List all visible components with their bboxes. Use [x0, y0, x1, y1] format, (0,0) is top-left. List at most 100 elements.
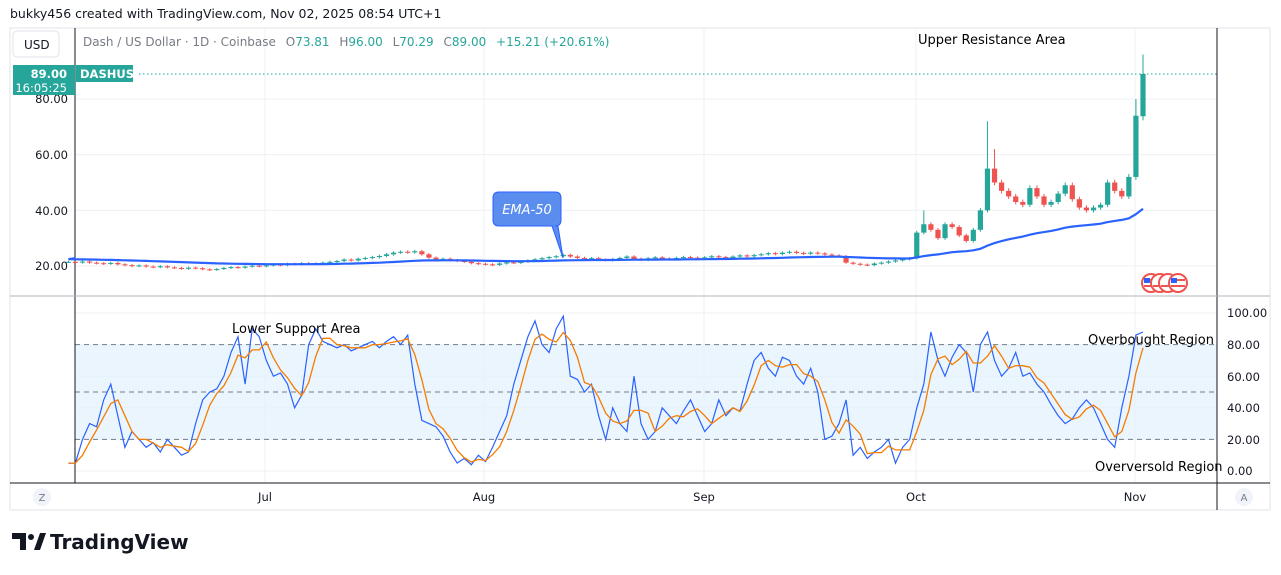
upper-resistance-annotation: Upper Resistance Area: [918, 33, 1066, 48]
candle-body: [256, 265, 262, 267]
svg-text:89.00: 89.00: [31, 67, 67, 81]
timezone-button[interactable]: Z: [33, 488, 51, 506]
ohlc-legend: Dash / US Dollar · 1D · Coinbase O73.81 …: [83, 35, 609, 49]
candle-body: [977, 210, 983, 230]
candle-body: [263, 265, 269, 267]
candle-body: [801, 252, 807, 254]
candle-body: [885, 261, 892, 263]
candle-body: [200, 268, 206, 270]
candle-body: [65, 261, 71, 263]
candle-body: [94, 262, 100, 264]
candle: [1020, 199, 1026, 208]
candle: [624, 255, 630, 260]
candle-body: [136, 265, 142, 267]
candle: [857, 262, 863, 266]
tradingview-logo-icon: [12, 533, 26, 550]
candle-body: [171, 267, 178, 269]
candle: [221, 266, 227, 271]
candle: [376, 254, 383, 259]
candle: [779, 251, 786, 256]
candle: [949, 222, 955, 229]
ema-50-line: [68, 207, 1144, 266]
candle-body: [398, 251, 404, 253]
candle-body: [390, 252, 397, 255]
candle-body: [532, 259, 538, 261]
candle: [171, 266, 178, 270]
candle: [822, 252, 828, 256]
candle: [892, 259, 899, 263]
candle-body: [497, 263, 503, 265]
candle-body: [157, 266, 163, 268]
candle: [751, 253, 757, 258]
candle-body: [758, 254, 764, 256]
candle: [567, 253, 573, 258]
economic-events-flag-icons[interactable]: [1141, 273, 1188, 293]
candle: [999, 179, 1005, 194]
candle: [970, 227, 976, 243]
candle-body: [376, 255, 383, 258]
candle-body: [723, 257, 729, 259]
auto-scale-button[interactable]: A: [1235, 488, 1253, 506]
candle: [553, 254, 559, 259]
candle-body: [115, 262, 121, 265]
candle-body: [772, 253, 778, 255]
osc-label: 60.00: [1227, 370, 1260, 384]
candle: [249, 264, 255, 268]
overbought-annotation: Overbought Region: [1088, 333, 1214, 348]
candle-body: [631, 256, 637, 259]
candle-body: [150, 266, 156, 268]
tradingview-logo[interactable]: TradingView: [12, 530, 189, 554]
candle: [921, 210, 927, 235]
candle: [885, 260, 892, 264]
candle-body: [1048, 201, 1054, 205]
candle-body: [369, 257, 375, 259]
candle-body: [1055, 193, 1061, 202]
candle: [72, 260, 79, 264]
candle: [419, 249, 425, 256]
candle-body: [984, 168, 991, 211]
candle-body: [235, 267, 241, 269]
svg-text:Z: Z: [39, 493, 46, 504]
candle-body: [928, 224, 934, 230]
candle-body: [702, 257, 708, 259]
candle-body: [709, 256, 715, 258]
candle: [801, 251, 807, 256]
credit-text: bukky456 created with TradingView.com, N…: [10, 6, 441, 21]
candle: [1013, 193, 1019, 205]
candle: [405, 250, 411, 254]
candle-body: [1133, 115, 1139, 177]
candle: [398, 250, 404, 255]
candle-body: [489, 264, 496, 266]
candle: [164, 265, 170, 269]
candle-body: [419, 251, 425, 255]
currency-button[interactable]: USD: [12, 30, 60, 58]
candle-body: [871, 263, 877, 266]
candle: [185, 266, 192, 270]
candle-body: [1140, 73, 1146, 117]
svg-text:EMA-50: EMA-50: [502, 203, 552, 218]
candle: [122, 263, 128, 267]
osc-label: 80.00: [1227, 338, 1260, 352]
candle-body: [1013, 196, 1019, 202]
candle-body: [426, 254, 432, 258]
candle: [334, 259, 340, 264]
candle: [914, 230, 920, 260]
oscillator-levels: [75, 344, 1217, 440]
candle: [1055, 191, 1061, 205]
candle-body: [1069, 185, 1075, 200]
candle-body: [694, 257, 701, 259]
candle-body: [659, 257, 665, 259]
candle: [744, 254, 750, 258]
time-label: Jul: [257, 490, 272, 504]
candle-body: [1112, 182, 1118, 191]
candle-body: [327, 261, 333, 263]
ema-50-callout: EMA-50: [492, 191, 564, 259]
candle-body: [829, 254, 835, 256]
candle: [207, 268, 213, 271]
candle-body: [207, 269, 213, 271]
candle-body: [581, 257, 588, 259]
candle: [737, 254, 743, 258]
candle-body: [101, 263, 107, 265]
candle-body: [991, 168, 998, 183]
